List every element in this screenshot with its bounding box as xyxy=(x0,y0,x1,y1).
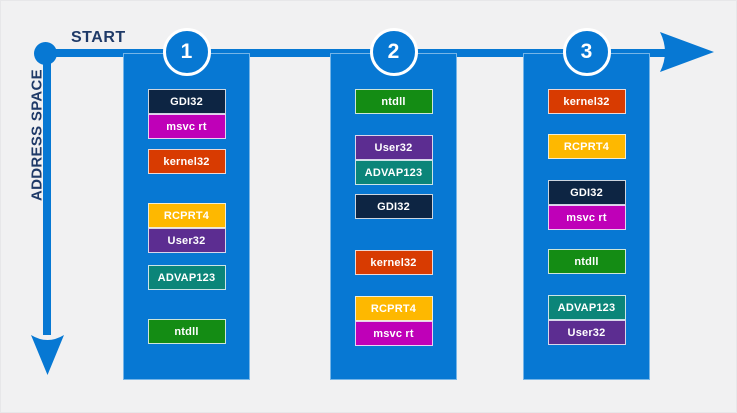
module-block-user32: User32 xyxy=(354,135,433,160)
module-block-kernel32: kernel32 xyxy=(354,250,433,275)
module-block-ntdll: ntdll xyxy=(354,89,433,114)
step-number-badge: 2 xyxy=(369,28,418,76)
module-block-advap123: ADVAP123 xyxy=(147,265,226,290)
process-column-1: 1 GDI32 msvc rt kernel32 RCPRT4 User32 ADVAP12… xyxy=(123,28,250,380)
start-label: START xyxy=(71,29,126,46)
right-arrow-icon xyxy=(660,32,714,72)
module-block-user32: User32 xyxy=(147,228,226,253)
process-column-2: 2 ntdll User32 ADVAP123 GDI32 kernel32 RCPRT4 m… xyxy=(330,28,457,380)
module-block-rcprt4: RCPRT4 xyxy=(547,134,626,159)
module-block-gdi32: GDI32 xyxy=(147,89,226,114)
module-block-msvc-rt: msvc rt xyxy=(354,321,433,346)
module-block-advap123: ADVAP123 xyxy=(547,295,626,320)
module-block-rcprt4: RCPRT4 xyxy=(354,296,433,321)
step-number-badge: 1 xyxy=(162,28,211,76)
process-column-3: 3 kernel32 RCPRT4 GDI32 msvc rt ntdll ADVAP123… xyxy=(523,28,650,380)
module-block-msvc-rt: msvc rt xyxy=(547,205,626,230)
module-block-kernel32: kernel32 xyxy=(147,149,226,174)
address-axis-line xyxy=(43,53,51,335)
module-block-user32: User32 xyxy=(547,320,626,345)
module-block-gdi32: GDI32 xyxy=(354,194,433,219)
address-space-label: ADDRESS SPACE xyxy=(28,69,46,201)
step-number-badge: 3 xyxy=(562,28,611,76)
down-arrow-icon xyxy=(31,335,64,375)
module-block-msvc-rt: msvc rt xyxy=(147,114,226,139)
module-block-ntdll: ntdll xyxy=(147,319,226,344)
module-block-rcprt4: RCPRT4 xyxy=(147,203,226,228)
module-block-advap123: ADVAP123 xyxy=(354,160,433,185)
module-block-ntdll: ntdll xyxy=(547,249,626,274)
module-block-gdi32: GDI32 xyxy=(547,180,626,205)
module-block-kernel32: kernel32 xyxy=(547,89,626,114)
